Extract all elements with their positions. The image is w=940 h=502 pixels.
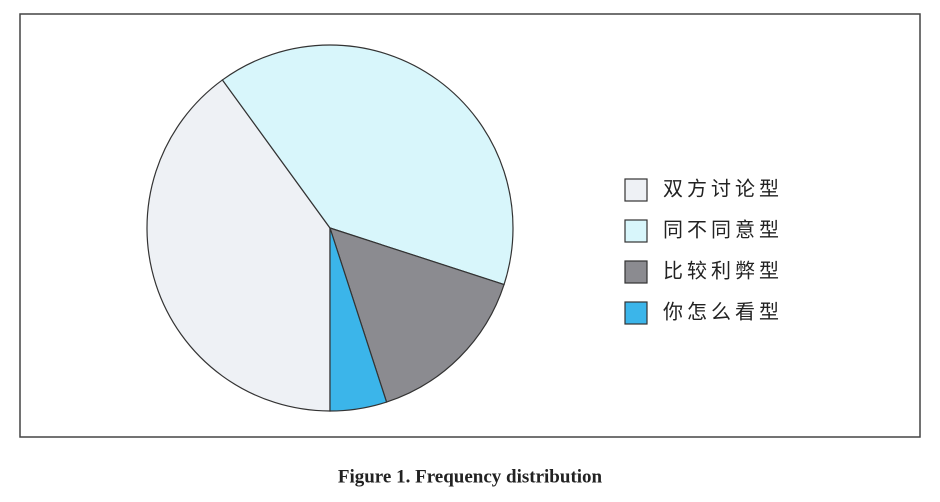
legend-swatch bbox=[624, 301, 648, 325]
chart-title: Figure 1. Frequency distribution bbox=[338, 466, 603, 487]
legend-label: 同不同意型 bbox=[663, 218, 783, 242]
legend-swatch bbox=[624, 219, 648, 243]
pie-slice bbox=[329, 227, 505, 403]
legend-label: 你怎么看型 bbox=[663, 300, 783, 324]
legend-swatch bbox=[624, 178, 648, 202]
legend-label: 比较利弊型 bbox=[663, 259, 783, 283]
pie-slice bbox=[221, 44, 514, 286]
pie-slice bbox=[329, 227, 388, 412]
pie-slice bbox=[146, 79, 331, 412]
legend-label: 双方讨论型 bbox=[663, 177, 783, 201]
legend-swatch bbox=[624, 260, 648, 284]
